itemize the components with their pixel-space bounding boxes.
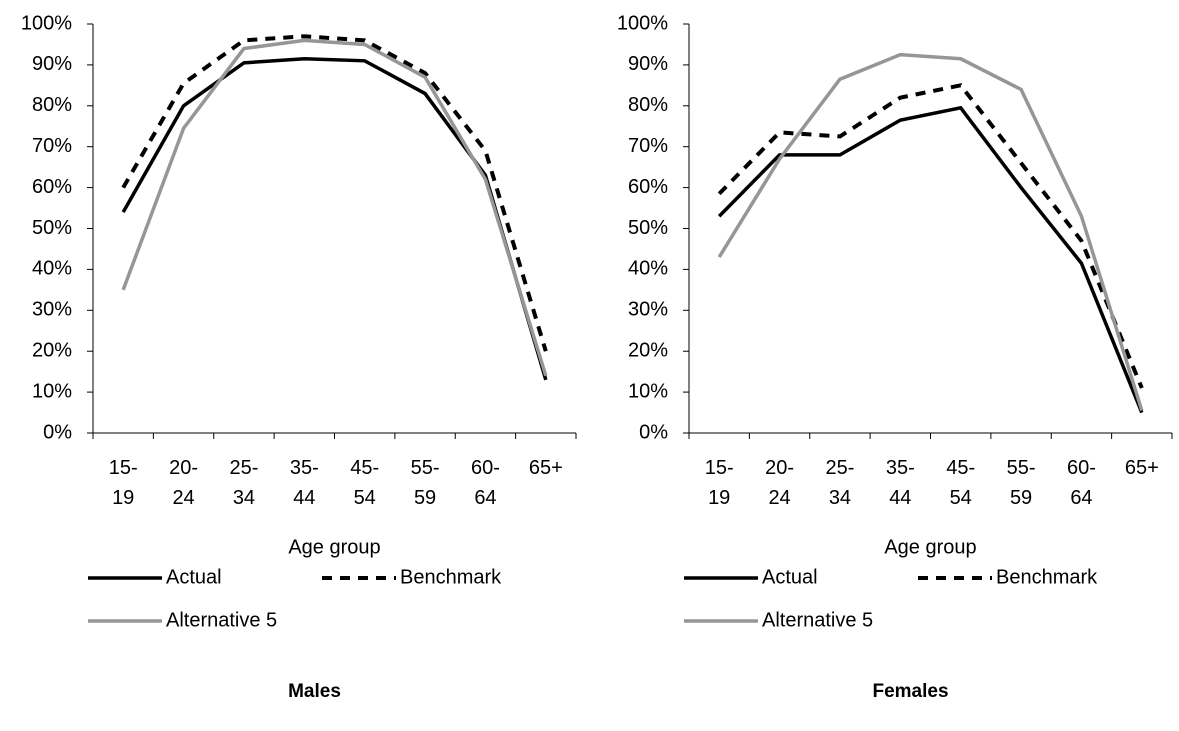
x-tick-label: 15- 19 bbox=[704, 457, 734, 509]
y-tick-label: 0% bbox=[639, 421, 668, 443]
x-tick-label: 60- 64 bbox=[1066, 457, 1096, 509]
x-tick-label: 25- 34 bbox=[825, 457, 855, 509]
y-tick-label: 90% bbox=[32, 53, 72, 75]
y-tick-label: 0% bbox=[43, 421, 72, 443]
x-tick-label: 35- 44 bbox=[289, 457, 319, 509]
y-tick-label: 50% bbox=[32, 217, 72, 239]
y-tick-label: 20% bbox=[628, 339, 668, 361]
x-tick-label: 65+ bbox=[1124, 457, 1159, 479]
x-tick-label: 55- 59 bbox=[1006, 457, 1036, 509]
legend-label: Benchmark bbox=[996, 566, 1098, 588]
x-tick-label-box: 45- 54 bbox=[350, 457, 380, 509]
y-tick-label: 70% bbox=[32, 135, 72, 157]
y-tick-label: 100% bbox=[617, 12, 668, 34]
y-tick-label: 20% bbox=[32, 339, 72, 361]
y-tick-label: 80% bbox=[32, 94, 72, 116]
x-tick-label: 45- 54 bbox=[946, 457, 976, 509]
x-tick-label-box: 65+ bbox=[1124, 457, 1159, 479]
y-tick-label: 30% bbox=[32, 299, 72, 321]
y-tick-label: 90% bbox=[628, 53, 668, 75]
x-tick-label: 20- 24 bbox=[765, 457, 795, 509]
x-tick-label-box: 20- 24 bbox=[169, 457, 199, 509]
y-tick-label: 100% bbox=[21, 12, 72, 34]
x-tick-label-box: 60- 64 bbox=[470, 457, 500, 509]
x-tick-label-box: 55- 59 bbox=[1006, 457, 1036, 509]
legend-label: Actual bbox=[762, 566, 818, 588]
series-line bbox=[121, 57, 548, 381]
chart-title: Females bbox=[872, 681, 948, 702]
x-tick-label-box: 15- 19 bbox=[108, 457, 138, 509]
y-tick-label: 60% bbox=[32, 176, 72, 198]
legend-label: Actual bbox=[166, 566, 222, 588]
x-tick-label: 65+ bbox=[528, 457, 563, 479]
x-tick-label-box: 65+ bbox=[528, 457, 563, 479]
series-line bbox=[121, 38, 548, 377]
x-tick-label-box: 15- 19 bbox=[704, 457, 734, 509]
x-tick-label-box: 25- 34 bbox=[229, 457, 259, 509]
x-tick-label: 20- 24 bbox=[169, 457, 199, 509]
y-tick-label: 40% bbox=[32, 258, 72, 280]
x-tick-label: 35- 44 bbox=[885, 457, 915, 509]
y-tick-label: 10% bbox=[32, 380, 72, 402]
legend-label: Alternative 5 bbox=[166, 609, 277, 631]
chart-title: Males bbox=[288, 681, 341, 702]
x-axis-label: Age group bbox=[288, 536, 380, 558]
y-tick-label: 60% bbox=[628, 176, 668, 198]
x-tick-label-box: 35- 44 bbox=[885, 457, 915, 509]
y-tick-label: 40% bbox=[628, 258, 668, 280]
x-tick-label: 25- 34 bbox=[229, 457, 259, 509]
x-tick-label-box: 25- 34 bbox=[825, 457, 855, 509]
x-tick-label-box: 60- 64 bbox=[1066, 457, 1096, 509]
series-line bbox=[717, 52, 1144, 412]
x-tick-label: 55- 59 bbox=[410, 457, 440, 509]
legend-label: Alternative 5 bbox=[762, 609, 873, 631]
series-line bbox=[717, 105, 1144, 414]
x-tick-label: 15- 19 bbox=[108, 457, 138, 509]
x-axis-label: Age group bbox=[884, 536, 976, 558]
y-tick-label: 30% bbox=[628, 299, 668, 321]
y-tick-label: 80% bbox=[628, 94, 668, 116]
y-tick-label: 10% bbox=[628, 380, 668, 402]
x-tick-label-box: 55- 59 bbox=[410, 457, 440, 509]
x-tick-label: 60- 64 bbox=[470, 457, 500, 509]
series-line bbox=[121, 34, 548, 352]
y-tick-label: 50% bbox=[628, 217, 668, 239]
x-tick-label-box: 35- 44 bbox=[289, 457, 319, 509]
legend-label: Benchmark bbox=[400, 566, 502, 588]
x-tick-label-box: 45- 54 bbox=[946, 457, 976, 509]
y-tick-label: 70% bbox=[628, 135, 668, 157]
x-tick-label: 45- 54 bbox=[350, 457, 380, 509]
x-tick-label-box: 20- 24 bbox=[765, 457, 795, 509]
series-line bbox=[717, 83, 1144, 389]
